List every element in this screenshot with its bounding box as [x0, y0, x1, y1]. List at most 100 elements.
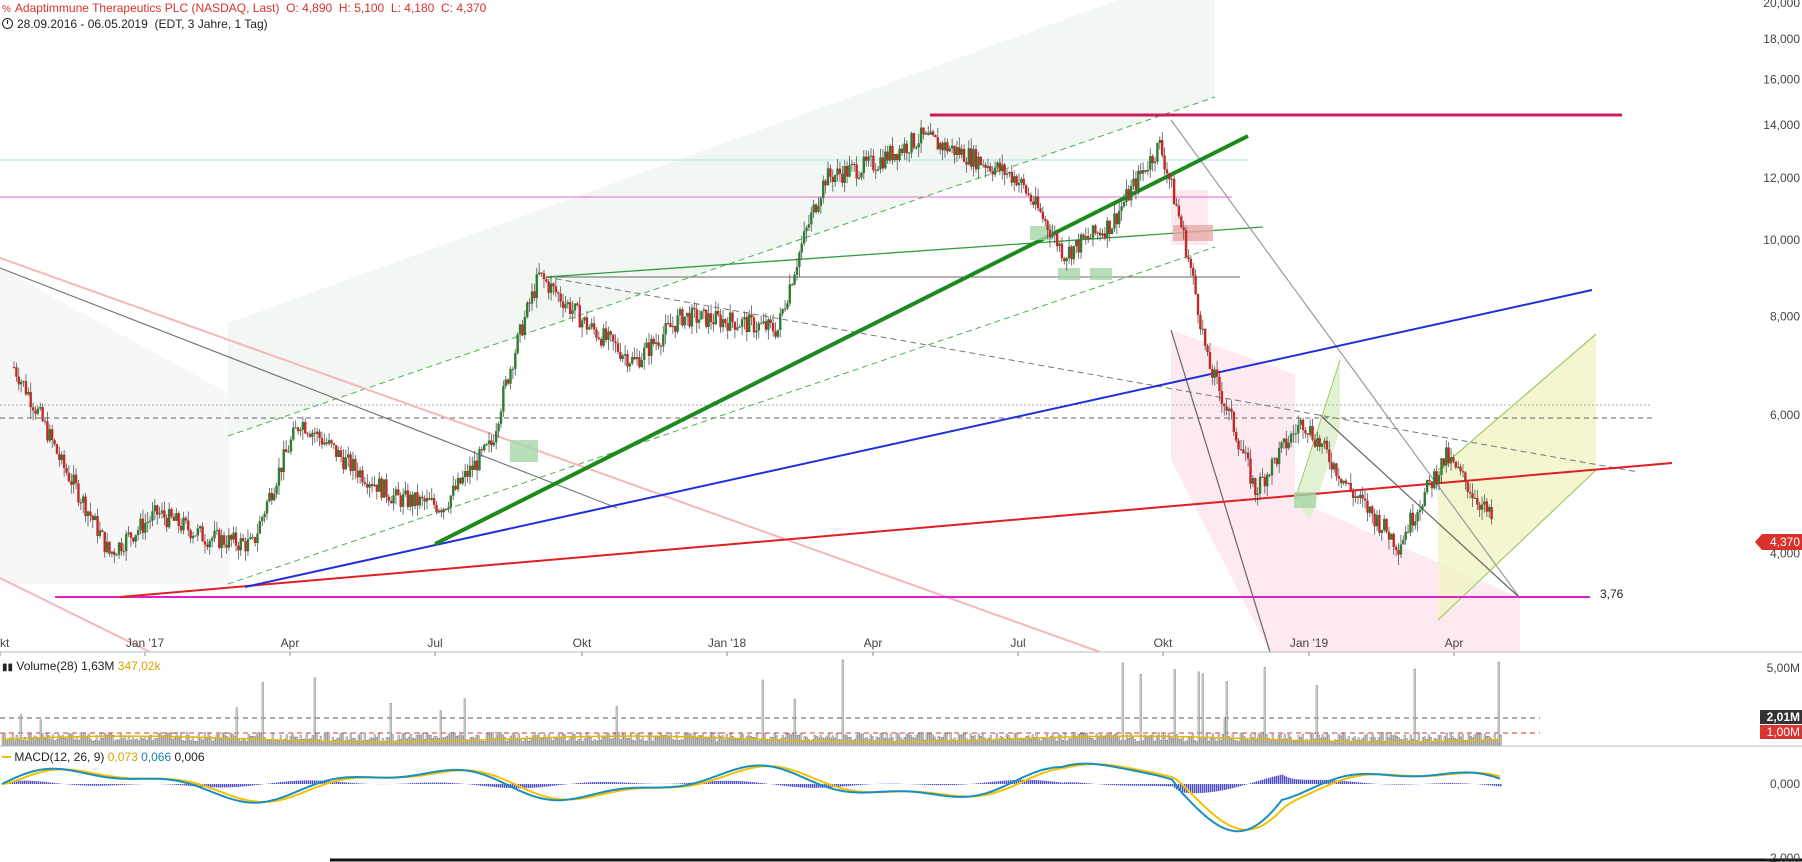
macd-histogram-bar — [1500, 784, 1502, 787]
volume-badge-upper-text: 2,01M — [1767, 710, 1800, 724]
candle — [984, 162, 987, 178]
macd-histogram-bar — [356, 783, 358, 784]
candle — [237, 541, 240, 560]
macd-histogram-bar — [542, 784, 544, 787]
candle — [53, 438, 56, 447]
candle — [559, 286, 562, 308]
macd-histogram-bar — [1204, 784, 1206, 793]
candle — [1390, 533, 1393, 540]
candle — [1122, 193, 1126, 209]
ohlc-close-label: C: — [440, 1, 453, 15]
candle — [638, 350, 641, 369]
volume-bar — [747, 734, 750, 747]
macd-histogram-bar — [96, 784, 98, 786]
volume-bar — [963, 733, 966, 747]
candle — [1313, 434, 1317, 448]
macd-histogram-bar — [304, 780, 306, 784]
date-range-row: 28.09.2016 - 06.05.2019 (EDT, 3 Jahre, 1… — [2, 17, 268, 31]
volume-bar — [993, 739, 996, 747]
volume-bar — [1061, 739, 1064, 747]
volume-bar — [471, 736, 474, 747]
volume-bar — [837, 739, 840, 747]
candle — [869, 148, 873, 167]
volume-bar — [49, 739, 52, 747]
candle — [1323, 437, 1326, 450]
candle — [561, 293, 565, 318]
candle — [148, 515, 152, 530]
volume-bar — [727, 738, 730, 747]
candle — [311, 429, 314, 446]
candle — [812, 199, 815, 218]
macd-histogram-bar — [1234, 784, 1236, 788]
candle — [208, 538, 211, 555]
macd-histogram-bar — [1360, 782, 1362, 784]
volume-bar — [1291, 740, 1294, 747]
macd-histogram-bar — [760, 782, 762, 784]
macd-histogram-bar — [1132, 784, 1134, 786]
macd-histogram-bar — [1072, 782, 1074, 784]
candle — [697, 309, 701, 329]
volume-bar — [1241, 732, 1244, 747]
volume-bar — [905, 734, 908, 747]
candle — [1449, 448, 1453, 471]
candle — [1468, 483, 1472, 499]
candle — [709, 304, 713, 330]
volume-bar — [1035, 732, 1038, 747]
volume-bar — [125, 740, 128, 747]
candle — [62, 450, 66, 477]
candle — [79, 498, 83, 510]
candle — [502, 380, 505, 417]
candle — [848, 155, 851, 178]
chart-title-row: % Adaptimmune Therapeutics PLC (NASDAQ, L… — [2, 1, 486, 15]
macd-histogram-bar — [486, 784, 488, 787]
volume-bar — [69, 733, 72, 747]
volume-bar — [1403, 734, 1406, 747]
volume-bar — [531, 735, 534, 747]
macd-label: MACD(12, 26, 9) — [14, 750, 105, 764]
candle — [1075, 239, 1078, 254]
macd-histogram-bar — [1206, 784, 1208, 793]
price-axis-tick: 16,000 — [1763, 72, 1800, 86]
macd-histogram-bar — [608, 781, 610, 784]
volume-bar — [21, 740, 24, 747]
macd-histogram-bar — [992, 781, 994, 784]
macd-histogram-bar — [1322, 779, 1324, 784]
macd-histogram-bar — [106, 784, 108, 786]
macd-histogram-bar — [854, 784, 856, 786]
candle — [485, 442, 488, 446]
volume-bar — [633, 740, 636, 747]
candle — [370, 476, 374, 493]
volume-bar — [925, 732, 928, 747]
volume-bar — [555, 737, 558, 747]
volume-bar — [115, 739, 118, 747]
macd-histogram-bar — [90, 784, 92, 786]
macd-histogram-bar — [736, 780, 738, 784]
candle — [172, 513, 176, 522]
volume-bar — [1359, 739, 1362, 747]
volume-bar — [591, 740, 594, 747]
candle — [232, 526, 235, 544]
volume-bar — [581, 741, 584, 747]
macd-histogram-bar — [936, 784, 938, 786]
macd-histogram-bar — [1454, 783, 1456, 784]
macd-histogram-bar — [538, 784, 540, 788]
candle — [915, 145, 918, 150]
candle — [129, 531, 133, 547]
macd-histogram-bar — [948, 784, 950, 786]
macd-histogram-bar — [682, 783, 684, 784]
volume-bar — [1007, 735, 1010, 747]
candle — [1218, 370, 1221, 401]
macd-histogram-bar — [238, 784, 240, 787]
volume-bar — [835, 733, 838, 747]
macd-histogram-bar — [310, 780, 312, 784]
volume-bar — [1481, 741, 1484, 747]
candle — [836, 158, 839, 182]
macd-histogram-bar — [1116, 784, 1118, 786]
candle — [1433, 468, 1436, 490]
macd-histogram-bar — [130, 784, 132, 785]
macd-histogram-bar — [1140, 784, 1142, 786]
volume-bar — [1495, 740, 1498, 747]
volume-bar — [615, 706, 618, 747]
candle — [657, 334, 660, 350]
